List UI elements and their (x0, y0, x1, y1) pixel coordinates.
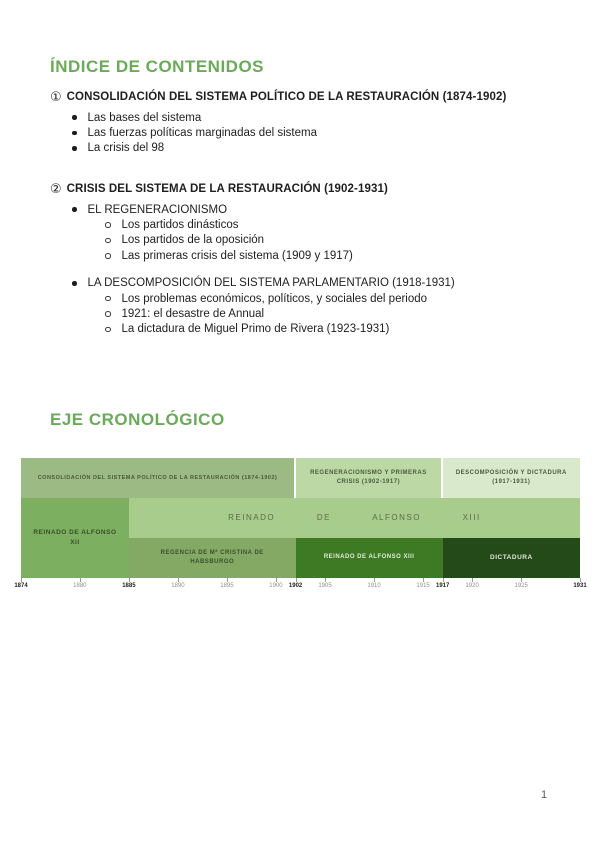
circled-number-icon: ② (50, 182, 62, 197)
timeline-tick (374, 578, 376, 582)
hollow-bullet-icon (105, 237, 111, 244)
timeline-tick-label: 1915 (416, 583, 430, 589)
timeline-tick (295, 578, 297, 582)
bullet-icon (72, 146, 77, 151)
timeline-bar-reinado-alfonso-xiii-marco: REINADO DE ALFONSO XIII (128, 498, 580, 538)
index-section-crisis: ② CRISIS DEL SISTEMA DE LA RESTAURACIÓN … (50, 181, 455, 337)
list-item-label: Las bases del sistema (87, 111, 202, 124)
timeline-bar-etapa-regeneracionismo: REGENERACIONISMO Y PRIMERAS CRISIS (1902… (295, 458, 442, 498)
list-subitem-label: 1921: el desastre de Annual (121, 308, 265, 321)
list-item: Las bases del sistema (72, 110, 506, 125)
timeline-tick (79, 578, 81, 582)
hollow-bullet-icon (105, 311, 111, 317)
timeline-tick-label: 1931 (573, 583, 587, 589)
timeline-bar-etapa-consolidacion: CONSOLIDACIÓN DEL SISTEMA POLÍTICO DE LA… (21, 458, 295, 498)
list-item: La crisis del 98 (72, 141, 506, 156)
timeline-bar-reinado-alfonso-xiii-personal: REINADO DE ALFONSO XIII (295, 538, 443, 578)
timeline-tick (580, 578, 581, 582)
timeline-tick-label: 1917 (436, 583, 450, 589)
timeline-bar-regencia-maria-cristina: REGENCIA DE Mª CRISTINA DE HABSBURGO (128, 538, 296, 578)
timeline-tick-label: 1925 (514, 583, 528, 589)
timeline-bar-label: REGENCIA DE Mª CRISTINA DE HABSBURGO (160, 549, 264, 565)
timeline-tick (521, 578, 523, 582)
timeline-tick-label: 1900 (269, 583, 283, 589)
list-item: LA DESCOMPOSICIÓN DEL SISTEMA PARLAMENTA… (72, 276, 455, 291)
timeline-tick (128, 578, 130, 582)
timeline-tick (325, 578, 327, 582)
hollow-bullet-icon (105, 295, 111, 302)
hollow-bullet-icon (105, 253, 111, 259)
list-subitem: Los partidos dinásticos (105, 217, 455, 232)
timeline-chart: CONSOLIDACIÓN DEL SISTEMA POLÍTICO DE LA… (14, 458, 587, 593)
timeline-tick-label: 1890 (171, 583, 185, 589)
timeline-tick (275, 578, 277, 582)
timeline-tick (472, 578, 474, 582)
index-title: ÍNDICE DE CONTENIDOS (50, 57, 265, 76)
timeline-tick (21, 578, 22, 582)
list-item-label: LA DESCOMPOSICIÓN DEL SISTEMA PARLAMENTA… (87, 277, 455, 290)
timeline-tick-label: 1902 (288, 583, 303, 589)
list-item-label: La crisis del 98 (87, 142, 165, 155)
list-subitem: Los problemas económicos, políticos, y s… (105, 291, 455, 306)
list-item: Las fuerzas políticas marginadas del sis… (72, 125, 506, 140)
section-item-list: Las bases del sistema Las fuerzas políti… (50, 110, 506, 156)
timeline-bar-label: REINADO DE ALFONSO XIII (323, 554, 415, 561)
bullet-icon (72, 207, 77, 212)
timeline-tick (226, 578, 228, 582)
list-subitem-label: La dictadura de Miguel Primo de Rivera (… (121, 323, 390, 336)
timeline-title: EJE CRONOLÓGICO (50, 410, 225, 429)
list-subitem: Los partidos de la oposición (105, 233, 455, 248)
list-item-label: Las fuerzas políticas marginadas del sis… (87, 127, 317, 140)
timeline-tick (177, 578, 179, 582)
circled-number-icon: ① (50, 90, 62, 105)
section-heading: CRISIS DEL SISTEMA DE LA RESTAURACIÓN (1… (66, 183, 388, 195)
timeline-bar-label: REINADO DE ALFONSO XII (33, 528, 117, 546)
timeline-tick (423, 578, 425, 582)
hollow-bullet-icon (105, 326, 111, 333)
bullet-icon (72, 281, 77, 286)
timeline-bar-label: DESCOMPOSICIÓN Y DICTADURA (1917-1931) (455, 469, 567, 485)
timeline-bar-label: DICTADURA (490, 553, 533, 561)
section-heading: CONSOLIDACIÓN DEL SISTEMA POLÍTICO DE LA… (66, 91, 507, 103)
index-section-consolidacion: ① CONSOLIDACIÓN DEL SISTEMA POLÍTICO DE … (50, 89, 506, 156)
section-heading-row: ② CRISIS DEL SISTEMA DE LA RESTAURACIÓN … (50, 181, 455, 197)
page-number: 1 (541, 789, 548, 801)
bullet-icon (72, 130, 77, 136)
list-item-label: EL REGENERACIONISMO (87, 203, 228, 216)
list-subitem-label: Los partidos dinásticos (121, 219, 239, 232)
timeline-bar-etapa-descomposicion: DESCOMPOSICIÓN Y DICTADURA (1917-1931) (442, 458, 580, 498)
timeline-bar-label: REINADO DE ALFONSO XIII (228, 512, 481, 522)
timeline-tick-label: 1885 (122, 583, 136, 589)
list-subitem: 1921: el desastre de Annual (105, 306, 455, 321)
timeline-tick-label: 1920 (465, 583, 479, 589)
timeline-bar-label: CONSOLIDACIÓN DEL SISTEMA POLÍTICO DE LA… (37, 474, 278, 481)
timeline-bar-reinado-alfonso-xii: REINADO DE ALFONSO XII (21, 498, 129, 578)
list-subitem-label: Los problemas económicos, políticos, y s… (121, 292, 428, 305)
list-subitem-label: Los partidos de la oposición (121, 234, 265, 247)
list-subitem: La dictadura de Miguel Primo de Rivera (… (105, 322, 455, 337)
list-item: EL REGENERACIONISMO (72, 202, 455, 217)
section-item-list: EL REGENERACIONISMO Los partidos dinásti… (50, 202, 455, 337)
section-heading-row: ① CONSOLIDACIÓN DEL SISTEMA POLÍTICO DE … (50, 89, 507, 105)
list-group-regeneracionismo: EL REGENERACIONISMO Los partidos dinásti… (50, 202, 455, 264)
timeline-tick-label: 1895 (220, 583, 234, 589)
timeline-bar-label: REGENERACIONISMO Y PRIMERAS CRISIS (1902… (310, 469, 427, 485)
list-group-descomposicion: LA DESCOMPOSICIÓN DEL SISTEMA PARLAMENTA… (50, 276, 455, 338)
timeline-tick-label: 1880 (73, 583, 87, 589)
list-subitem-label: Las primeras crisis del sistema (1909 y … (121, 249, 353, 262)
timeline-tick-label: 1905 (318, 583, 332, 589)
timeline-tick-label: 1910 (367, 583, 381, 589)
bullet-icon (72, 115, 77, 120)
list-subitem: Las primeras crisis del sistema (1909 y … (105, 248, 455, 263)
timeline-tick (442, 578, 444, 582)
hollow-bullet-icon (105, 222, 111, 228)
timeline-tick-label: 1874 (14, 583, 28, 589)
timeline-bar-dictadura: DICTADURA (442, 538, 580, 578)
